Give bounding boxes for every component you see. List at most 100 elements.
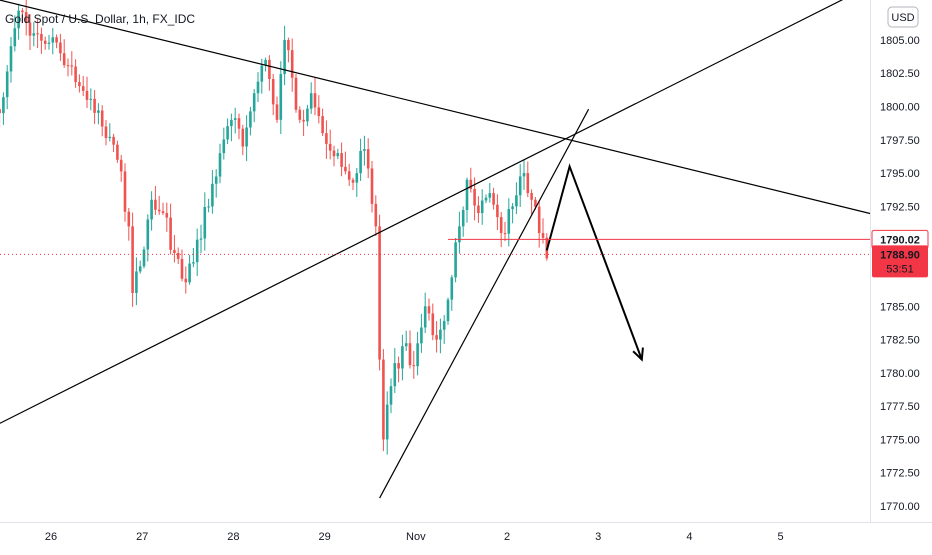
trendline-descending[interactable]: [0, 0, 874, 215]
price-tick-label: 1797.50: [880, 135, 920, 147]
candle: [454, 238, 457, 283]
candle: [116, 140, 119, 163]
candle: [169, 203, 172, 255]
candle: [530, 189, 533, 215]
candle: [165, 202, 169, 232]
candle: [81, 75, 85, 96]
candle: [154, 186, 157, 215]
candle: [450, 275, 454, 311]
candles-layer: [0, 0, 549, 455]
candle: [420, 313, 423, 353]
candle: [203, 192, 207, 251]
last-price-badge: 1788.90 53:51: [872, 245, 928, 278]
candle: [461, 206, 465, 237]
candle: [161, 202, 165, 216]
trendline-ascending[interactable]: [0, 0, 874, 424]
candle: [397, 356, 400, 383]
candle: [321, 108, 324, 136]
price-tick-label: 1782.50: [880, 335, 920, 347]
candle: [370, 161, 374, 213]
candle: [157, 195, 161, 215]
candle: [268, 55, 271, 91]
projection-arrow[interactable]: [545, 163, 643, 360]
candle: [412, 350, 416, 379]
candle: [439, 318, 442, 354]
candle: [446, 297, 450, 325]
candle: [347, 163, 351, 186]
price-tick-label: 1785.00: [880, 301, 920, 313]
candle: [290, 38, 294, 92]
candle: [427, 298, 431, 321]
drawings-layer[interactable]: [0, 0, 874, 499]
candle: [138, 260, 142, 274]
time-ticks: 26 27 28 29 Nov 2 3 4 5: [45, 531, 784, 543]
candle: [180, 249, 184, 282]
candle: [28, 13, 32, 50]
candle: [435, 321, 438, 353]
candle: [32, 22, 36, 47]
candle: [74, 59, 77, 88]
candle: [515, 182, 518, 215]
candle: [416, 331, 419, 376]
candle: [480, 189, 484, 225]
candle: [108, 123, 112, 142]
candle: [66, 58, 70, 77]
candle: [135, 257, 138, 306]
time-axis-background[interactable]: [0, 522, 932, 550]
candle: [518, 163, 522, 207]
candle: [78, 74, 81, 93]
time-tick-label: 2: [504, 531, 510, 543]
candle: [537, 201, 541, 248]
price-tick-label: 1802.50: [880, 68, 920, 80]
candle: [70, 51, 74, 76]
candle: [332, 145, 336, 167]
price-tick-label: 1780.00: [880, 368, 920, 380]
candle: [104, 120, 108, 146]
candle: [477, 196, 480, 223]
candle: [431, 303, 435, 341]
candle: [465, 177, 469, 223]
candle: [393, 348, 397, 393]
time-axis[interactable]: [0, 522, 932, 550]
candle: [492, 187, 495, 210]
candle: [385, 391, 389, 455]
last-price-value: 1788.90: [880, 249, 920, 261]
candle: [47, 34, 51, 50]
candle: [112, 133, 115, 153]
price-tick-label: 1805.00: [880, 35, 920, 47]
candle: [173, 235, 176, 263]
candle: [233, 107, 237, 134]
candle: [2, 92, 5, 125]
candle: [374, 195, 378, 236]
candle: [55, 34, 58, 49]
candle: [499, 211, 503, 248]
candle: [496, 194, 499, 230]
price-tick-label: 1775.00: [880, 434, 920, 446]
candle: [351, 177, 355, 191]
trendline-steep[interactable]: [379, 108, 590, 499]
candle: [401, 334, 404, 381]
symbol-title[interactable]: Gold Spot / U.S. Dollar, 1h, FX_IDC: [5, 12, 195, 26]
candle: [89, 88, 93, 111]
candle: [389, 378, 393, 414]
currency-button[interactable]: USD: [887, 6, 919, 28]
time-tick-label: 29: [318, 531, 330, 543]
candle: [378, 214, 381, 371]
candle: [85, 76, 89, 108]
time-tick-label: 27: [136, 531, 148, 543]
candle: [359, 138, 362, 181]
price-line-value: 1790.02: [880, 234, 920, 246]
candle: [469, 167, 473, 193]
price-tick-label: 1800.00: [880, 102, 920, 114]
currency-label[interactable]: USD: [891, 12, 914, 24]
candle: [503, 221, 507, 242]
candle: [340, 142, 343, 177]
price-tick-label: 1777.50: [880, 401, 920, 413]
candle: [218, 143, 222, 184]
candle: [408, 330, 412, 369]
candle: [252, 89, 256, 123]
price-tick-label: 1795.00: [880, 168, 920, 180]
candle: [363, 135, 366, 166]
